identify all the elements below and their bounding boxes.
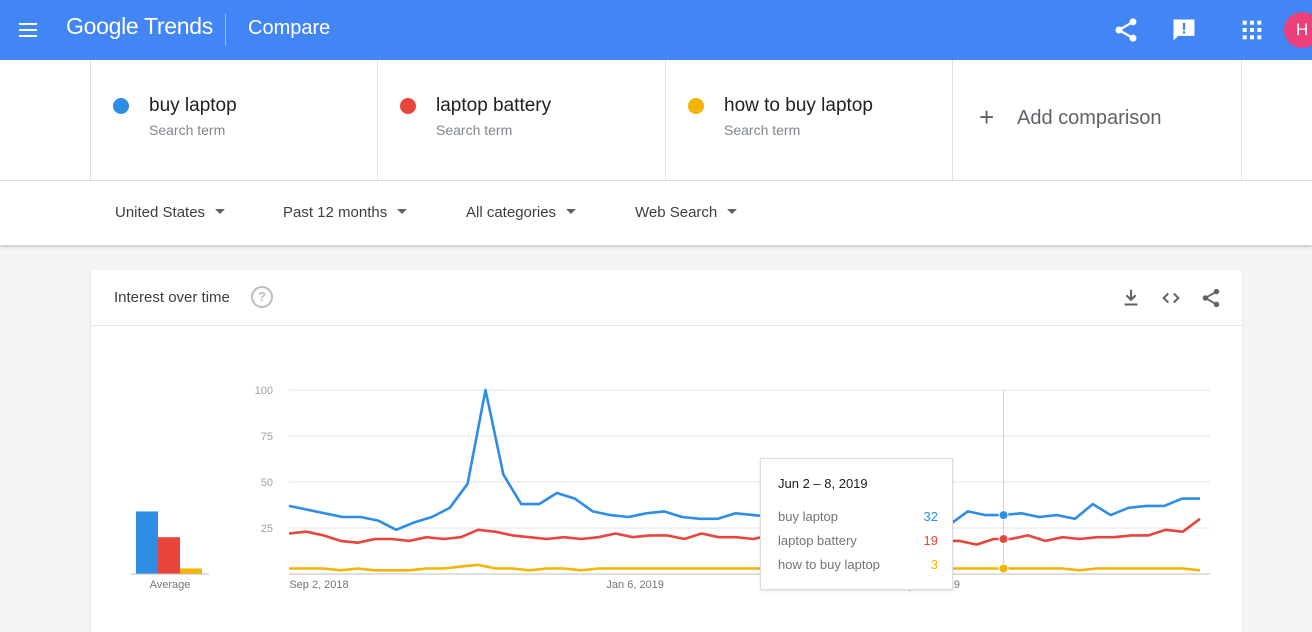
card-header: Interest over time ?: [91, 270, 1242, 326]
average-label: Average: [150, 579, 191, 591]
term-card-laptop-battery[interactable]: laptop battery Search term: [377, 60, 665, 181]
category-dropdown[interactable]: All categories: [466, 204, 577, 221]
x-tick-label: Sep 2, 2018: [289, 579, 348, 591]
term-color-dot: [113, 98, 129, 114]
y-tick-label: 75: [261, 431, 273, 443]
share-icon[interactable]: [1200, 287, 1222, 309]
search-type-value: Web Search: [635, 204, 718, 221]
account-avatar[interactable]: H: [1284, 12, 1312, 48]
hover-marker: [998, 510, 1009, 521]
menu-icon[interactable]: [14, 16, 42, 44]
tooltip-term: laptop battery: [778, 533, 857, 548]
hover-marker: [998, 563, 1009, 574]
apps-icon[interactable]: [1238, 16, 1266, 44]
tooltip-value: 32: [923, 509, 938, 524]
dropdown-arrow-icon: [566, 209, 577, 214]
term-type: Search term: [149, 122, 226, 138]
series-line-laptop-battery: [288, 517, 1201, 546]
add-comparison-label: Add comparison: [1017, 107, 1162, 129]
average-bar-laptop-battery: [158, 537, 180, 574]
dropdown-arrow-icon: [215, 209, 226, 214]
tooltip-term: how to buy laptop: [778, 557, 880, 572]
y-tick-label: 100: [255, 385, 273, 397]
time-period-dropdown[interactable]: Past 12 months: [283, 204, 408, 221]
term-type: Search term: [436, 122, 513, 138]
term-color-dot: [688, 98, 704, 114]
category-value: All categories: [466, 204, 557, 221]
term-name: buy laptop: [149, 95, 237, 116]
series-line-buy-laptop: [288, 388, 1200, 532]
term-color-dot: [400, 98, 416, 114]
chart-tooltip: Jun 2 – 8, 2019 buy laptop 32 laptop bat…: [760, 458, 953, 590]
x-tick-label: Jan 6, 2019: [606, 579, 664, 591]
term-card-buy-laptop[interactable]: buy laptop Search term: [90, 60, 378, 181]
share-icon[interactable]: [1112, 16, 1140, 44]
average-bar-how-to-buy-laptop: [180, 568, 202, 574]
interest-over-time-card: Interest over time ? 25 50 75 100 Average Sep…: [91, 270, 1242, 632]
term-card-how-to-buy-laptop[interactable]: how to buy laptop Search term: [665, 60, 953, 181]
plus-icon: +: [979, 102, 995, 132]
card-title: Interest over time: [114, 289, 230, 306]
term-type: Search term: [724, 122, 801, 138]
filters-bar: United States Past 12 months All categor…: [0, 181, 1312, 245]
add-comparison-button[interactable]: + Add comparison: [952, 60, 1242, 181]
tooltip-term: buy laptop: [778, 509, 838, 524]
dropdown-arrow-icon: [397, 209, 408, 214]
embed-icon[interactable]: [1160, 287, 1182, 309]
tooltip-row: laptop battery 19: [778, 533, 938, 548]
comparison-terms-bar: buy laptop Search term laptop battery Se…: [0, 60, 1312, 181]
region-value: United States: [115, 204, 206, 221]
tooltip-row: how to buy laptop 3: [778, 557, 938, 572]
tooltip-row: buy laptop 32: [778, 509, 938, 524]
y-tick-label: 25: [261, 523, 273, 535]
page-title: Compare: [248, 17, 331, 39]
feedback-icon[interactable]: [1170, 16, 1198, 44]
tooltip-value: 3: [930, 557, 938, 572]
region-dropdown[interactable]: United States: [115, 204, 226, 221]
y-tick-label: 50: [261, 477, 273, 489]
download-icon[interactable]: [1120, 287, 1142, 309]
time-period-value: Past 12 months: [283, 204, 388, 221]
dropdown-arrow-icon: [727, 209, 738, 214]
help-icon[interactable]: ?: [251, 286, 273, 308]
average-bar-buy-laptop: [136, 511, 158, 574]
series-line-how-to-buy-laptop: [289, 563, 1201, 572]
term-name: laptop battery: [436, 95, 552, 116]
tooltip-date: Jun 2 – 8, 2019: [778, 476, 868, 491]
top-app-bar: Google Trends Compare H: [0, 0, 1312, 60]
google-trends-logo[interactable]: Google Trends: [66, 13, 213, 39]
hover-marker: [998, 534, 1009, 545]
search-type-dropdown[interactable]: Web Search: [635, 204, 738, 221]
tooltip-value: 19: [923, 533, 938, 548]
term-name: how to buy laptop: [724, 95, 873, 116]
logo-divider: [225, 14, 226, 46]
